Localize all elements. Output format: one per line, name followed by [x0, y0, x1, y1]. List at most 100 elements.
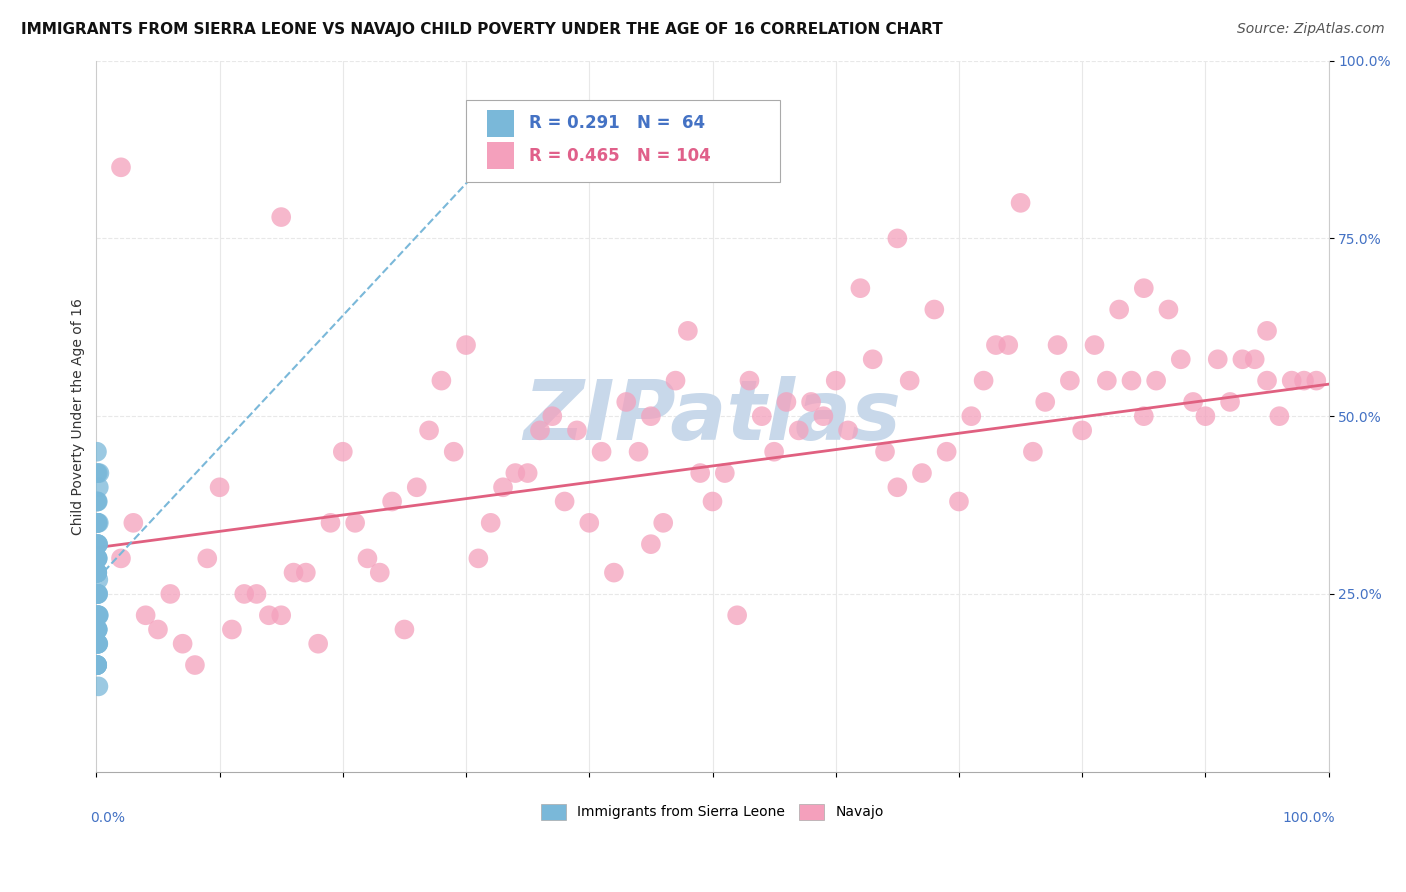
Point — [1133, 409, 1156, 424]
Point — [541, 409, 564, 424]
Point — [110, 161, 132, 175]
Point — [738, 374, 761, 388]
Point — [591, 444, 613, 458]
Point — [603, 566, 626, 580]
Point — [1108, 302, 1130, 317]
Point — [87, 637, 110, 651]
Point — [640, 409, 662, 424]
Point — [886, 480, 908, 494]
Point — [984, 338, 1007, 352]
Point — [725, 608, 748, 623]
Point — [960, 409, 983, 424]
Point — [1206, 352, 1229, 367]
Point — [86, 608, 108, 623]
Point — [86, 551, 108, 566]
Point — [86, 587, 108, 601]
Point — [1121, 374, 1143, 388]
Point — [86, 516, 108, 530]
Point — [1059, 374, 1081, 388]
Point — [86, 658, 108, 673]
Point — [368, 566, 391, 580]
Point — [824, 374, 846, 388]
Point — [86, 587, 108, 601]
Point — [1281, 374, 1303, 388]
Point — [1232, 352, 1254, 367]
Point — [172, 637, 194, 651]
Point — [86, 566, 108, 580]
Point — [554, 494, 576, 508]
Point — [87, 480, 110, 494]
Point — [86, 566, 108, 580]
Y-axis label: Child Poverty Under the Age of 16: Child Poverty Under the Age of 16 — [72, 298, 86, 534]
Point — [159, 587, 181, 601]
Point — [270, 608, 292, 623]
Point — [664, 374, 686, 388]
Point — [146, 623, 169, 637]
Point — [295, 566, 318, 580]
Point — [86, 566, 108, 580]
Point — [886, 231, 908, 245]
Point — [652, 516, 675, 530]
Point — [676, 324, 699, 338]
Point — [924, 302, 946, 317]
Point — [1157, 302, 1180, 317]
Point — [87, 494, 110, 508]
Point — [1071, 424, 1094, 438]
Text: R = 0.465   N = 104: R = 0.465 N = 104 — [529, 147, 710, 165]
Point — [86, 494, 108, 508]
Point — [1170, 352, 1192, 367]
Point — [356, 551, 378, 566]
Point — [1046, 338, 1069, 352]
Point — [640, 537, 662, 551]
Point — [1194, 409, 1216, 424]
Point — [405, 480, 427, 494]
FancyBboxPatch shape — [486, 110, 515, 136]
Point — [430, 374, 453, 388]
Point — [479, 516, 502, 530]
Point — [1022, 444, 1045, 458]
Point — [1095, 374, 1118, 388]
FancyBboxPatch shape — [465, 100, 780, 181]
Point — [86, 516, 108, 530]
Point — [775, 395, 797, 409]
Legend: Immigrants from Sierra Leone, Navajo: Immigrants from Sierra Leone, Navajo — [536, 798, 889, 825]
Point — [714, 466, 737, 480]
Text: ZIPatlas: ZIPatlas — [523, 376, 901, 457]
Point — [86, 658, 108, 673]
Point — [763, 444, 786, 458]
Point — [454, 338, 477, 352]
Point — [948, 494, 970, 508]
Text: IMMIGRANTS FROM SIERRA LEONE VS NAVAJO CHILD POVERTY UNDER THE AGE OF 16 CORRELA: IMMIGRANTS FROM SIERRA LEONE VS NAVAJO C… — [21, 22, 943, 37]
Point — [87, 537, 110, 551]
Point — [86, 587, 108, 601]
Point — [1305, 374, 1327, 388]
Point — [1219, 395, 1241, 409]
Point — [614, 395, 637, 409]
Point — [911, 466, 934, 480]
Point — [86, 516, 108, 530]
Point — [270, 210, 292, 224]
Point — [973, 374, 995, 388]
Point — [86, 444, 108, 458]
Point — [86, 623, 108, 637]
Point — [800, 395, 823, 409]
Point — [110, 551, 132, 566]
Point — [1256, 324, 1278, 338]
Text: 100.0%: 100.0% — [1282, 811, 1334, 825]
Point — [627, 444, 650, 458]
Point — [86, 608, 108, 623]
Point — [344, 516, 367, 530]
Point — [87, 679, 110, 693]
Point — [86, 566, 108, 580]
Point — [516, 466, 538, 480]
Point — [89, 466, 111, 480]
Point — [87, 466, 110, 480]
Point — [443, 444, 465, 458]
Point — [529, 424, 551, 438]
Point — [702, 494, 724, 508]
Point — [87, 573, 110, 587]
Point — [86, 587, 108, 601]
Point — [283, 566, 305, 580]
Point — [394, 623, 416, 637]
Point — [87, 637, 110, 651]
